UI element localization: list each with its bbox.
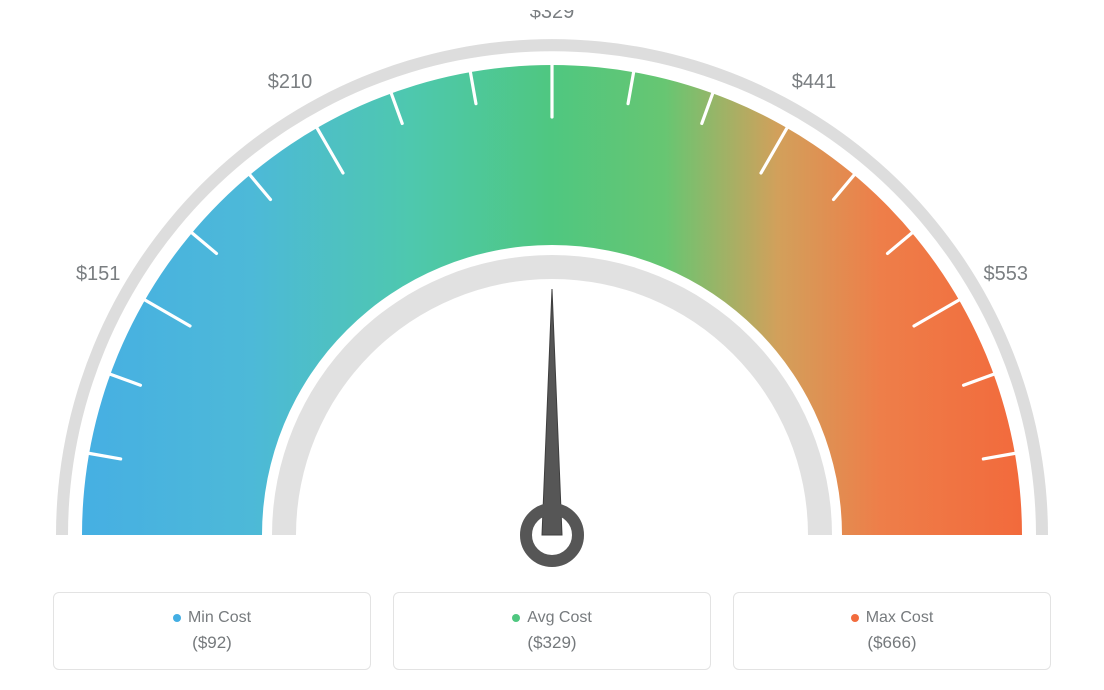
max-cost-label-row: Max Cost (851, 609, 934, 627)
gauge-needle (542, 289, 562, 535)
cost-cards-row: Min Cost ($92) Avg Cost ($329) Max Cost … (53, 592, 1051, 670)
gauge-scale-label: $441 (792, 71, 837, 93)
min-cost-value: ($92) (192, 633, 232, 653)
gauge-svg: $92$151$210$329$441$553$666 (42, 10, 1062, 570)
avg-cost-card: Avg Cost ($329) (393, 592, 711, 670)
avg-cost-value: ($329) (527, 633, 576, 653)
min-dot-icon (173, 614, 181, 622)
avg-cost-label: Avg Cost (527, 609, 592, 627)
min-cost-label-row: Min Cost (173, 609, 251, 627)
avg-dot-icon (512, 614, 520, 622)
min-cost-label: Min Cost (188, 609, 251, 627)
gauge-scale-label: $329 (530, 10, 575, 23)
gauge-scale-label: $151 (76, 263, 121, 285)
gauge-scale-label: $553 (984, 263, 1029, 285)
cost-gauge: $92$151$210$329$441$553$666 (42, 10, 1062, 570)
max-cost-label: Max Cost (866, 609, 934, 627)
max-dot-icon (851, 614, 859, 622)
min-cost-card: Min Cost ($92) (53, 592, 371, 670)
max-cost-value: ($666) (867, 633, 916, 653)
gauge-scale-label: $210 (268, 71, 313, 93)
max-cost-card: Max Cost ($666) (733, 592, 1051, 670)
avg-cost-label-row: Avg Cost (512, 609, 592, 627)
